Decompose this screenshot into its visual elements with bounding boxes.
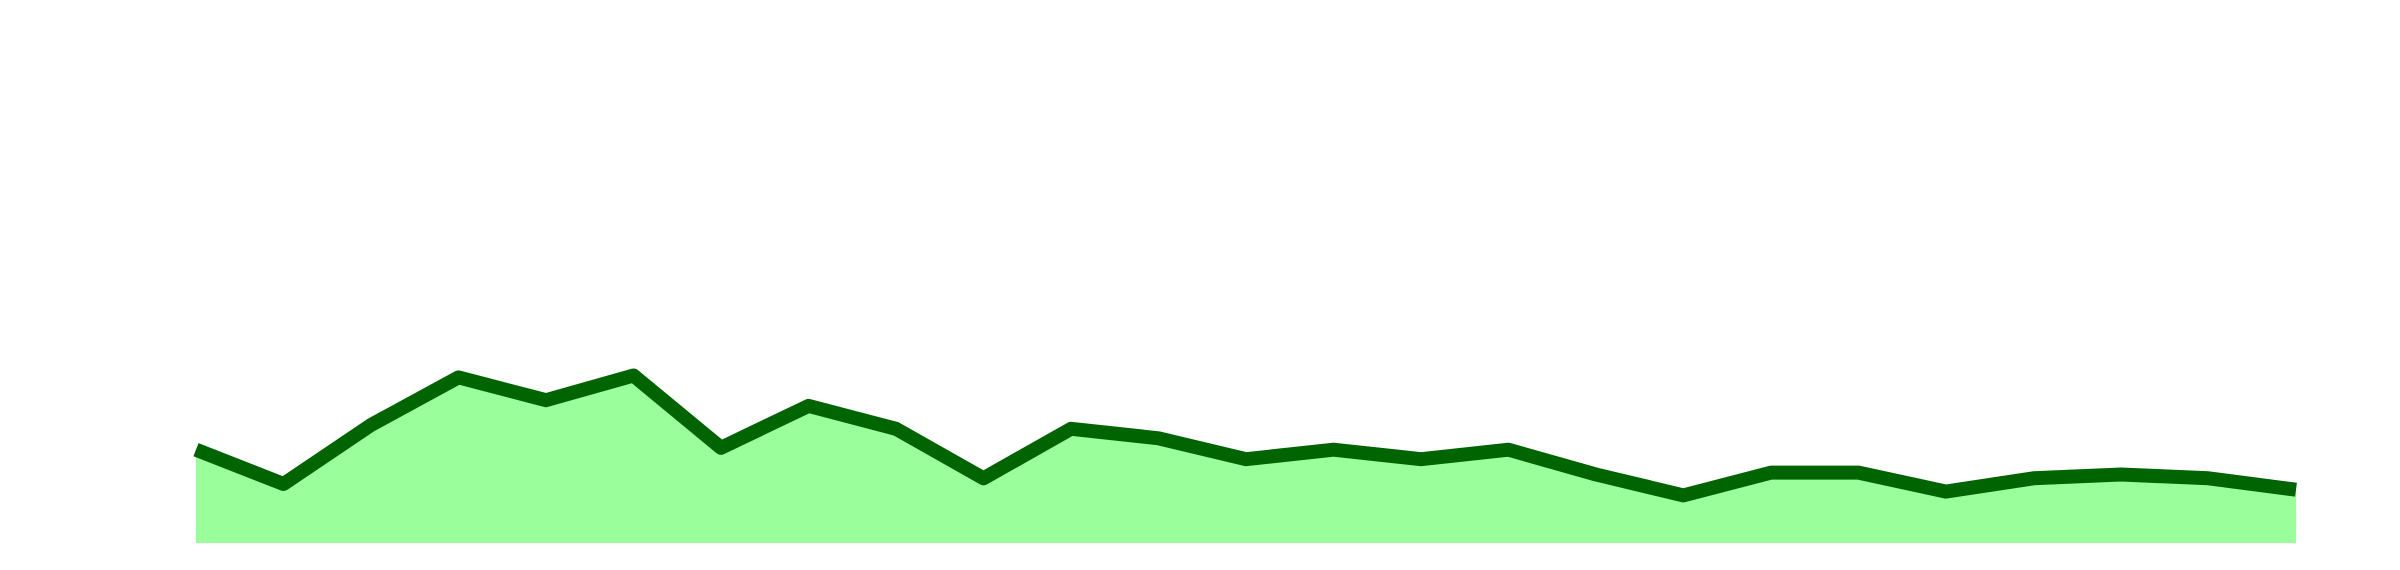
plot-area — [193, 368, 2297, 543]
series-0-line — [193, 368, 2297, 503]
